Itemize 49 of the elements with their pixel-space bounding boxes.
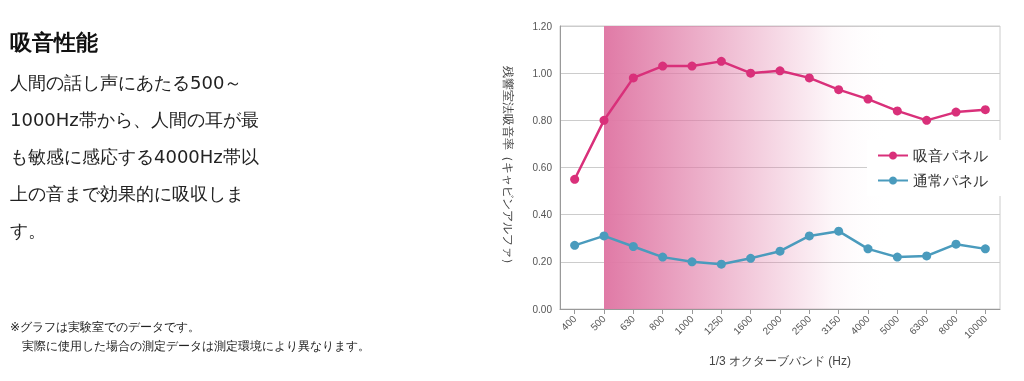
y-tick-label: 0.20 xyxy=(532,256,553,268)
point xyxy=(834,85,844,95)
point xyxy=(687,61,697,71)
point xyxy=(804,231,814,241)
point xyxy=(775,66,785,76)
point xyxy=(658,252,668,262)
y-tick-label: 0.60 xyxy=(532,162,553,173)
point xyxy=(834,226,844,236)
y-tick-label: 0.40 xyxy=(532,209,553,221)
text: 実際に使用した場合の測定データは測定環境により異なります。 xyxy=(21,338,370,355)
point xyxy=(658,61,668,71)
y-tick-label: 1.20 xyxy=(532,20,553,32)
point xyxy=(687,257,697,267)
x-tick-label: 400 xyxy=(558,312,579,333)
point xyxy=(716,56,726,66)
point xyxy=(628,242,638,251)
point xyxy=(863,244,873,254)
legend-label: 通常パネル xyxy=(913,172,988,189)
point xyxy=(863,94,873,104)
x-tick-label: 800 xyxy=(646,312,667,333)
point xyxy=(599,115,609,125)
point xyxy=(951,239,961,249)
point xyxy=(922,115,932,125)
y-tick-label: 1.00 xyxy=(532,67,553,79)
point xyxy=(775,246,785,256)
text: 人間の話し声にあたる500～1000Hz帯から、人間の耳が最も敏感に感応する4000Hz帯以上の音まで効果的に吸収します。 xyxy=(10,71,260,243)
point xyxy=(804,73,814,83)
text: 吸音性能 xyxy=(10,29,99,57)
point xyxy=(892,106,902,116)
y-axis-title: 残響室法吸音率（キャビンアルファ） xyxy=(501,65,515,270)
point xyxy=(599,231,609,241)
point xyxy=(628,73,638,83)
point xyxy=(980,105,990,115)
point xyxy=(892,252,902,262)
point xyxy=(922,251,932,261)
y-tick-label: 0.80 xyxy=(532,114,553,126)
point xyxy=(951,107,961,117)
x-tick-label: 630 xyxy=(617,312,638,333)
point xyxy=(716,259,726,269)
legend-label: 吸音パネル xyxy=(913,147,988,164)
y-tick-label: 0.00 xyxy=(532,303,553,315)
x-axis-title: 1/3 オクターブバンド (Hz) xyxy=(708,354,852,368)
point xyxy=(570,240,580,250)
x-tick-label: 500 xyxy=(588,312,609,333)
point xyxy=(980,244,990,254)
point xyxy=(746,253,756,263)
point xyxy=(570,174,580,184)
text: ※グラフは実験室でのデータです。 xyxy=(10,319,202,336)
point xyxy=(746,68,756,78)
